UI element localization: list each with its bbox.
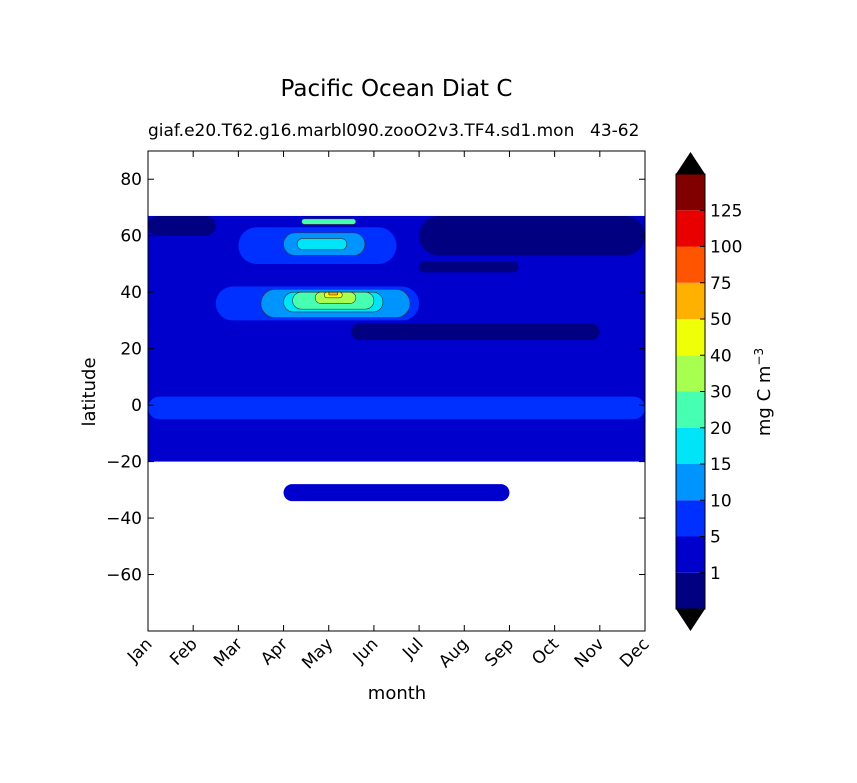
x-tick-label: Aug [435, 634, 473, 672]
colorbar-extend-under [676, 609, 705, 631]
contour-region-level-0 [351, 323, 600, 341]
colorbar-segment [676, 464, 705, 501]
x-tick-label: Feb [166, 634, 201, 669]
colorbar-segment [676, 174, 705, 211]
colorbar-segment [676, 500, 705, 537]
y-axis: 80 60 40 20 0 −20 −40 −60 [106, 170, 645, 586]
colorbar-segment [676, 246, 705, 283]
y-tick-label: 80 [120, 170, 142, 190]
colorbar-tick-label: 30 [710, 383, 732, 403]
colorbar-tick-label: 50 [710, 310, 732, 330]
x-tick-label: Apr [257, 634, 292, 669]
colorbar-segment [676, 282, 705, 319]
contour-region-level-0 [148, 215, 216, 236]
colorbar-tick-label: 15 [710, 455, 732, 475]
colorbar-segment [676, 355, 705, 392]
x-tick-label: Mar [210, 634, 247, 671]
chart-title: Pacific Ocean Diat C [280, 76, 513, 102]
colorbar-segment [676, 536, 705, 573]
colorbar-label: mg C m−3 [752, 348, 775, 436]
y-tick-label: 20 [120, 340, 142, 360]
colorbar-tick-label: 20 [710, 419, 732, 439]
y-tick-label: 40 [120, 283, 142, 303]
x-tick-label: Sep [481, 634, 518, 671]
colorbar-segment [676, 210, 705, 247]
colorbar-tick-label: 100 [710, 238, 742, 258]
contour-region-level-4 [296, 238, 348, 251]
contour-layer [148, 215, 645, 502]
plot-frame [147, 150, 646, 632]
x-tick-label: Dec [616, 634, 653, 671]
x-axis-label: month [368, 683, 426, 704]
colorbar-segment [676, 391, 705, 428]
y-axis-label: latitude [79, 357, 100, 426]
colorbar-tick-label: 75 [710, 274, 732, 294]
y-tick-label: −40 [106, 509, 142, 529]
colorbar-segment [676, 319, 705, 356]
contour-region-level-0 [419, 215, 645, 256]
colorbar-tick-label: 40 [710, 346, 732, 366]
colorbar-tick-label: 10 [710, 491, 732, 511]
x-tick-label: Oct [528, 634, 563, 669]
colorbar-segment [676, 572, 705, 609]
contour-region-level-0 [419, 261, 519, 273]
colorbar-tick-label: 125 [710, 201, 742, 221]
colorbar-tick-label: 1 [710, 564, 721, 584]
colorbar-tick-label: 5 [710, 528, 721, 548]
chart-subtitle-years: 43-62 [590, 121, 640, 141]
y-tick-label: 60 [120, 227, 142, 247]
colorbar-extend-over [676, 152, 705, 174]
colorbar-segment [676, 427, 705, 464]
y-tick-label: −60 [106, 566, 142, 586]
contour-region-level-2 [148, 396, 645, 420]
chart-subtitle-case: giaf.e20.T62.g16.marbl090.zooO2v3.TF4.sd… [148, 121, 575, 141]
y-tick-label: 0 [131, 396, 142, 416]
contour-region-level-1 [283, 484, 510, 502]
x-tick-label: Jul [398, 634, 427, 663]
x-tick-label: Nov [571, 634, 609, 672]
x-tick-label: Jun [349, 634, 383, 668]
y-tick-label: −20 [106, 453, 142, 473]
x-tick-label: Jan [123, 634, 156, 667]
contour-region-level-8 [328, 291, 339, 296]
x-tick-label: May [298, 634, 337, 673]
contour-region-level-5 [301, 218, 357, 225]
